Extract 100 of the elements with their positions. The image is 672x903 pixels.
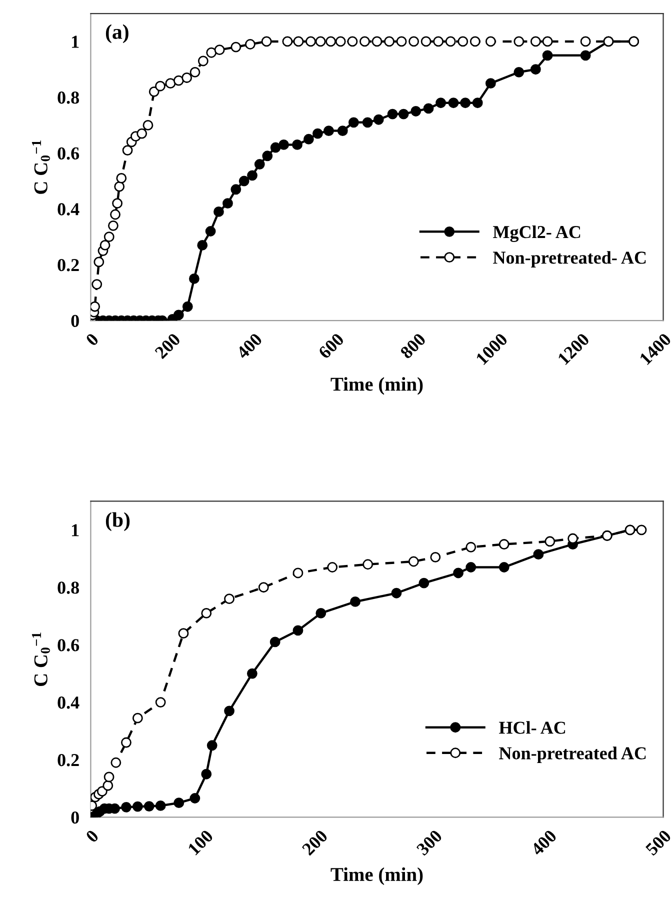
point — [270, 636, 280, 648]
point — [373, 114, 384, 125]
point — [206, 47, 217, 58]
point — [173, 75, 184, 86]
point — [114, 181, 125, 192]
point — [292, 568, 304, 578]
x-tick-label: 0 — [85, 829, 100, 844]
point — [544, 536, 556, 547]
point — [485, 78, 496, 89]
x-tick-label: 0 — [85, 332, 100, 347]
point — [445, 36, 456, 47]
point — [350, 596, 360, 607]
point — [324, 126, 334, 136]
point — [347, 36, 358, 47]
point — [466, 542, 476, 552]
point — [472, 98, 483, 108]
point — [530, 64, 541, 75]
legend-label: MgCl2- AC — [493, 225, 580, 242]
x-axis-title: Time (min) — [330, 377, 423, 395]
point — [470, 36, 480, 47]
y-tick-label: 0.4 — [58, 203, 80, 216]
point — [102, 780, 114, 791]
x-tick-label: 300 — [416, 829, 443, 856]
point — [245, 39, 256, 50]
point — [533, 549, 544, 560]
y-tick-label: 0 — [71, 314, 79, 328]
point — [173, 310, 184, 320]
point — [420, 36, 432, 47]
point — [112, 198, 123, 209]
point — [327, 562, 338, 572]
x-tick-label: 400 — [530, 829, 558, 856]
point — [337, 126, 348, 136]
point — [580, 50, 591, 61]
y-tick-label: 0 — [71, 811, 79, 824]
point — [436, 98, 446, 108]
point — [362, 559, 374, 570]
point — [247, 170, 258, 181]
point — [384, 36, 394, 47]
point — [182, 72, 192, 83]
point — [224, 594, 234, 604]
point — [372, 36, 382, 47]
point — [197, 240, 208, 250]
point — [190, 66, 200, 78]
point — [408, 36, 420, 47]
point — [458, 36, 468, 47]
point — [224, 706, 234, 716]
x-tick-label: 100 — [187, 829, 214, 856]
point — [568, 533, 578, 544]
point — [448, 98, 459, 108]
point — [178, 628, 189, 639]
annotation: (a) — [106, 24, 128, 44]
y-tick-label: 1 — [72, 36, 79, 48]
point — [262, 150, 273, 162]
point — [460, 98, 471, 108]
point — [293, 36, 304, 47]
x-tick-label: 600 — [318, 332, 345, 360]
point — [410, 106, 422, 116]
point — [214, 206, 224, 217]
point — [136, 128, 148, 139]
point — [258, 582, 269, 593]
point — [100, 240, 110, 250]
point — [214, 44, 225, 56]
x-axis-title: Time (min) — [330, 867, 423, 886]
point — [396, 36, 407, 47]
y-tick-label: 0.8 — [58, 92, 80, 104]
point — [198, 56, 208, 66]
point — [190, 793, 200, 804]
point — [104, 232, 114, 242]
point — [230, 184, 242, 195]
point — [238, 176, 250, 186]
point — [155, 697, 166, 708]
point — [144, 801, 154, 812]
legend-label: HCl- AC — [499, 721, 566, 734]
point — [423, 103, 434, 114]
point — [188, 273, 200, 284]
point — [485, 36, 496, 47]
point — [348, 117, 359, 128]
point — [104, 772, 114, 782]
point — [116, 173, 127, 184]
point — [514, 66, 524, 78]
annotation: (b) — [106, 512, 130, 532]
point — [453, 568, 464, 578]
point — [132, 801, 143, 812]
point — [222, 198, 233, 209]
point — [530, 36, 541, 47]
y-axis-title: C C$_{0}$$^{−1}$ — [32, 632, 50, 686]
point — [121, 802, 132, 812]
point — [430, 552, 441, 562]
legend-label: Non-pretreated AC — [499, 746, 646, 764]
point — [155, 80, 166, 92]
point — [303, 134, 314, 144]
point — [398, 108, 409, 120]
point — [122, 145, 133, 156]
point — [182, 301, 193, 312]
point — [110, 209, 120, 220]
point — [206, 740, 218, 751]
y-tick-label: 0.4 — [58, 696, 80, 709]
point — [246, 668, 258, 679]
point — [142, 120, 154, 130]
point — [201, 608, 212, 618]
